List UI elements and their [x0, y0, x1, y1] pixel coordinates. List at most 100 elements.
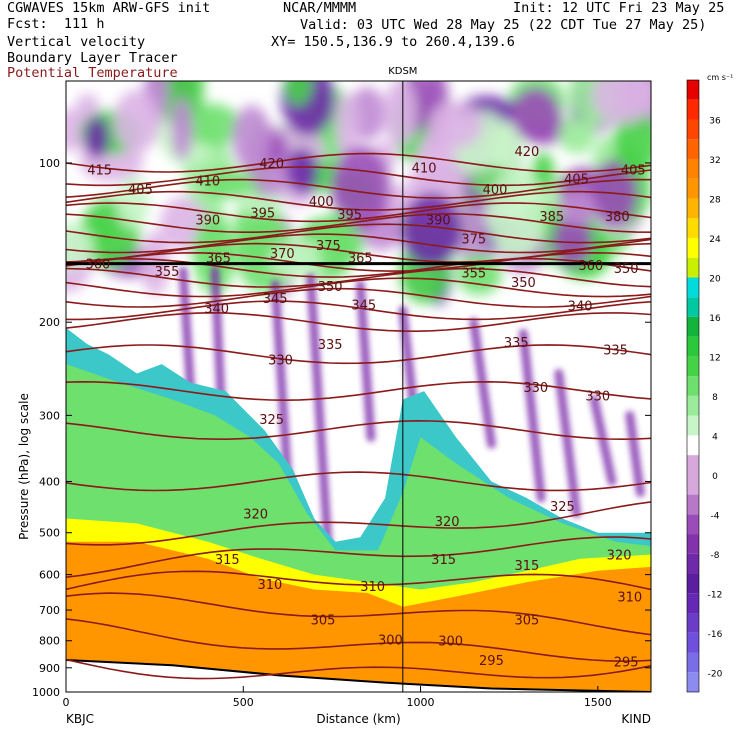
y-axis-label: Pressure (hPa), log scale	[17, 393, 31, 540]
theta-label: 420	[259, 157, 284, 172]
y-tick-label: 100	[39, 157, 60, 170]
descent-streak	[355, 280, 376, 442]
y-tick-label: 1000	[32, 686, 60, 699]
theta-label: 335	[603, 343, 628, 358]
theta-contour	[66, 213, 651, 233]
vertical-velocity-field	[66, 81, 651, 692]
theta-label: 380	[605, 210, 630, 225]
velocity-cell	[558, 114, 596, 154]
xy-range: XY= 150.5,136.9 to 260.4,139.6	[271, 34, 515, 50]
terrain	[66, 660, 651, 692]
velocity-cell	[170, 97, 193, 160]
colorbar-swatch	[687, 218, 699, 238]
colorbar-swatch	[687, 356, 699, 377]
theta-contour	[66, 419, 651, 441]
theta-label: 305	[311, 614, 336, 629]
theta-label: 320	[607, 549, 632, 564]
colorbar-swatch	[687, 494, 699, 515]
y-tick-label: 300	[39, 409, 60, 422]
colorbar-tick-label: 32	[709, 156, 720, 166]
theta-label: 300	[378, 633, 403, 648]
theta-contour	[66, 570, 651, 591]
colorbar-swatch	[687, 593, 699, 614]
colorbar-swatch	[687, 573, 699, 594]
theta-label: 310	[360, 580, 385, 595]
theta-contour	[66, 152, 651, 173]
colorbar-tick-label: 4	[712, 432, 718, 442]
y-tick-label: 200	[39, 316, 60, 329]
descent-streak	[625, 410, 645, 498]
theta-label: 350	[614, 262, 639, 277]
kdsm-label: KDSM	[388, 66, 417, 77]
theta-contour	[66, 471, 651, 492]
org-label: NCAR/MMMM	[283, 0, 357, 16]
colorbar-swatch	[687, 632, 699, 653]
descent-streak	[469, 317, 496, 449]
theta-label: 300	[438, 635, 463, 650]
colorbar-swatch	[687, 652, 699, 673]
theta-label: 375	[461, 233, 486, 248]
theta-label: 315	[431, 553, 456, 568]
theta-label: 310	[257, 578, 282, 593]
colorbar-tick-label: 8	[712, 393, 718, 403]
colorbar-tick-label: -16	[708, 630, 723, 640]
colorbar-swatch	[687, 119, 699, 140]
model-title: CGWAVES 15km ARW-GFS init	[7, 0, 211, 16]
colorbar-swatch	[687, 277, 699, 298]
colorbar-swatch	[687, 336, 699, 357]
theta-label: 400	[309, 195, 334, 210]
theta-contour	[66, 311, 651, 333]
theta-contour	[66, 344, 651, 365]
theta-contour	[66, 300, 651, 321]
theta-label: 370	[270, 247, 295, 262]
colorbar-swatch	[687, 455, 699, 495]
theta-label: 320	[243, 508, 268, 523]
terrain-line	[66, 659, 651, 692]
velocity-cell	[335, 92, 360, 159]
theta-label: 315	[514, 559, 539, 574]
theta-contour	[66, 257, 651, 278]
theta-label: 405	[128, 183, 153, 198]
theta-label: 355	[155, 265, 180, 280]
theta-contour	[66, 242, 651, 263]
forecast-hour: Fcst: 111 h	[7, 16, 105, 32]
colorbar-swatch	[687, 158, 699, 179]
right-endpoint-label: KIND	[621, 712, 651, 726]
colorbar-swatch	[687, 257, 699, 278]
velocity-cell	[511, 87, 560, 142]
theta-label: 320	[435, 515, 460, 530]
y-tick-label: 900	[39, 662, 60, 675]
theta-label: 350	[511, 276, 536, 291]
colorbar-swatch	[687, 237, 699, 258]
colorbar-tick-label: 16	[709, 314, 721, 324]
colorbar-swatch	[687, 435, 699, 456]
theta-label: 365	[348, 252, 373, 267]
theta-contour	[66, 223, 651, 244]
theta-label: 295	[479, 654, 504, 669]
colorbar-tick-label: 36	[709, 116, 721, 126]
colorbar-tick-label: 20	[709, 274, 721, 284]
theta-label: 410	[412, 162, 437, 177]
velocity-cell	[200, 169, 256, 199]
theta-label: 345	[351, 298, 376, 313]
theta-contour	[66, 287, 651, 308]
theta-label: 395	[250, 206, 275, 221]
theta-label: 385	[539, 210, 564, 225]
x-tick-label: 1000	[407, 696, 435, 709]
theta-contour	[66, 592, 651, 636]
theta-label: 360	[85, 258, 110, 273]
y-tick-label: 700	[39, 604, 60, 617]
y-tick-label: 600	[39, 569, 60, 582]
theta-contour	[66, 267, 651, 288]
theta-contour	[66, 251, 651, 272]
colorbar-swatch	[687, 514, 699, 535]
velocity-cell	[84, 116, 110, 159]
colorbar-tick-label: -8	[711, 551, 720, 561]
colorbar-swatch	[687, 297, 699, 317]
plot-border	[65, 80, 652, 693]
theta-contour	[66, 380, 651, 402]
colorbar-swatch	[687, 415, 699, 436]
theta-label: 325	[550, 500, 575, 515]
theta-label: 310	[617, 591, 642, 606]
